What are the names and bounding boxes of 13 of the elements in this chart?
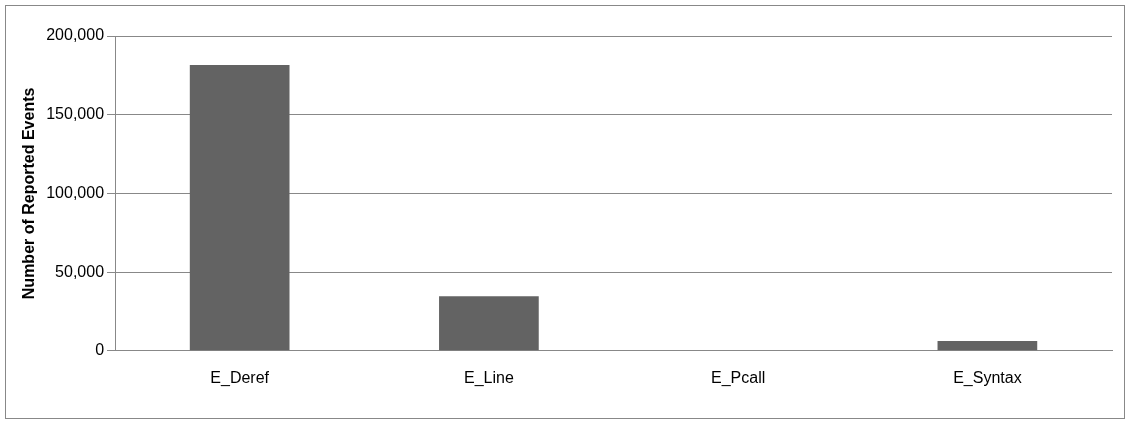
y-tick-label: 50,000 <box>55 262 105 280</box>
x-tick-label: E_Syntax <box>953 368 1022 387</box>
x-tick-label: E_Deref <box>210 368 270 387</box>
bar <box>189 65 290 351</box>
y-tick-label: 150,000 <box>46 105 105 123</box>
y-tick-label: 0 <box>95 341 105 359</box>
y-axis-title: Number of Reported Events <box>20 87 38 300</box>
bar <box>937 340 1038 351</box>
bar <box>439 296 539 351</box>
y-tick-label: 100,000 <box>46 183 105 201</box>
y-tick-label: 200,000 <box>46 26 105 44</box>
x-tick-label: E_Line <box>463 368 514 387</box>
x-tick-label: E_Pcall <box>711 368 766 387</box>
